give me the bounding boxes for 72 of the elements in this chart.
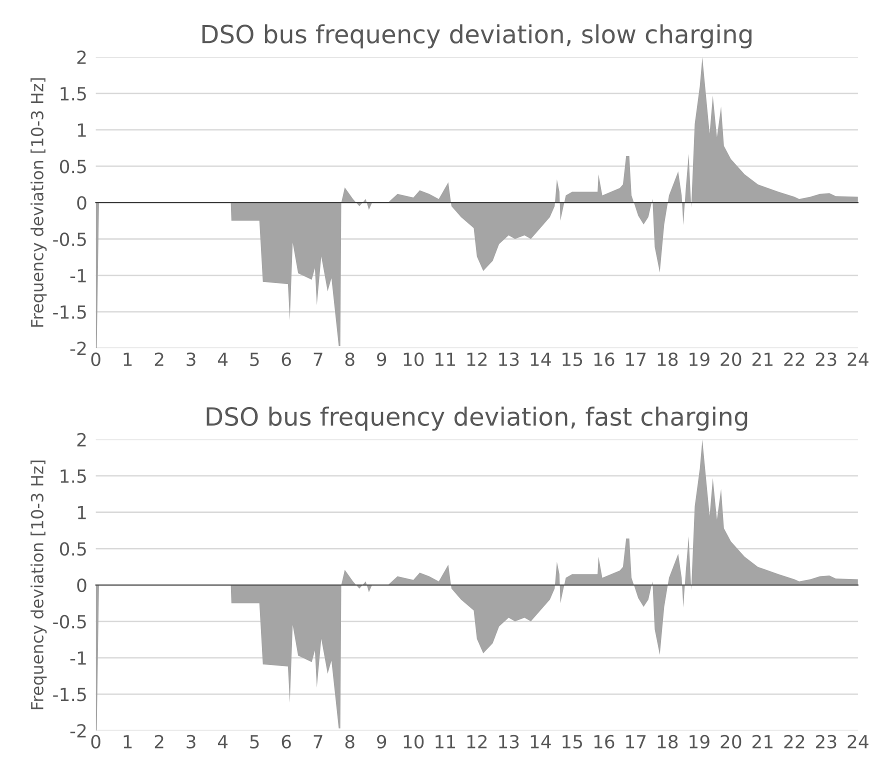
x-tick-label: 19 xyxy=(690,352,710,366)
x-tick-label: 11 xyxy=(436,735,455,748)
x-tick-label: 16 xyxy=(594,734,614,749)
x-tick-label: 19 xyxy=(690,734,710,749)
y-tick-label: 1.5 xyxy=(60,470,86,483)
y-tick-label: 1.5 xyxy=(60,87,86,101)
x-tick-label: 6 xyxy=(282,734,291,749)
x-tick-label: 20 xyxy=(720,352,742,366)
y-tick-label: -1.5 xyxy=(53,305,86,319)
y-tick-label: -1 xyxy=(70,651,86,665)
x-tick-label: 1 xyxy=(124,735,132,748)
y-axis-title: Frequency deviation [10-3 Hz] xyxy=(30,78,47,327)
x-tick-label: 17 xyxy=(626,735,646,748)
x-tick-label: 22 xyxy=(784,734,804,748)
x-tick-label: 13 xyxy=(499,352,519,366)
x-tick-label: 1 xyxy=(124,352,132,366)
x-tick-label: 22 xyxy=(784,352,804,366)
y-tick-label: 2 xyxy=(77,432,86,446)
x-tick-label: 13 xyxy=(499,734,519,749)
x-tick-label: 6 xyxy=(282,352,291,366)
y-tick-label: 1 xyxy=(78,124,86,137)
x-tick-label: 21 xyxy=(752,734,772,748)
y-tick-label: -2 xyxy=(70,724,86,738)
x-tick-label: 24 xyxy=(848,734,868,748)
x-tick-label: 11 xyxy=(436,352,455,366)
x-tick-label: 24 xyxy=(848,352,868,366)
x-tick-label: 14 xyxy=(530,735,551,748)
x-tick-label: 0 xyxy=(91,352,100,366)
x-tick-label: 10 xyxy=(404,352,424,366)
y-tick-label: 1 xyxy=(78,506,86,520)
x-tick-label: 21 xyxy=(752,352,772,366)
x-tick-label: 17 xyxy=(626,352,646,366)
y-tick-label: -0.5 xyxy=(53,232,86,246)
x-tick-label: 20 xyxy=(720,734,742,749)
x-tick-label: 3 xyxy=(186,734,196,749)
x-tick-label: 7 xyxy=(314,735,322,748)
x-tick-label: 23 xyxy=(816,352,836,366)
y-tick-label: -1 xyxy=(70,269,86,282)
x-tick-label: 5 xyxy=(250,352,259,366)
x-tick-label: 7 xyxy=(314,352,322,366)
y-tick-label: -2 xyxy=(70,342,86,356)
x-tick-label: 18 xyxy=(658,352,678,366)
x-tick-label: 5 xyxy=(250,735,259,749)
chart-title: DSO bus frequency deviation, slow charging xyxy=(202,24,752,48)
x-tick-label: 18 xyxy=(658,734,678,749)
y-tick-label: 0 xyxy=(77,578,86,592)
y-axis-title: Frequency deviation [10-3 Hz] xyxy=(30,460,47,710)
x-tick-label: 9 xyxy=(377,734,386,749)
y-tick-label: -1.5 xyxy=(53,688,86,702)
x-tick-label: 3 xyxy=(186,352,196,366)
y-tick-label: 0.5 xyxy=(60,160,86,174)
x-tick-label: 15 xyxy=(562,735,582,749)
y-tick-label: 2 xyxy=(77,50,86,64)
y-tick-label: -0.5 xyxy=(53,614,86,629)
x-tick-label: 0 xyxy=(91,734,100,749)
x-tick-label: 2 xyxy=(154,734,164,748)
x-tick-label: 12 xyxy=(467,352,487,366)
x-tick-label: 10 xyxy=(404,734,424,749)
x-tick-label: 8 xyxy=(345,352,354,366)
x-tick-label: 15 xyxy=(562,352,582,366)
x-tick-label: 4 xyxy=(218,352,228,366)
x-tick-label: 4 xyxy=(218,735,228,748)
chart-title: DSO bus frequency deviation, fast charging xyxy=(206,406,748,431)
x-tick-label: 2 xyxy=(154,352,164,366)
x-tick-label: 8 xyxy=(345,734,354,749)
y-tick-label: 0.5 xyxy=(60,542,86,556)
x-tick-label: 23 xyxy=(816,734,836,749)
x-tick-label: 14 xyxy=(530,352,551,366)
x-tick-label: 9 xyxy=(377,352,386,366)
x-tick-label: 16 xyxy=(594,352,614,366)
x-tick-label: 12 xyxy=(467,734,487,748)
y-tick-label: 0 xyxy=(77,196,86,210)
